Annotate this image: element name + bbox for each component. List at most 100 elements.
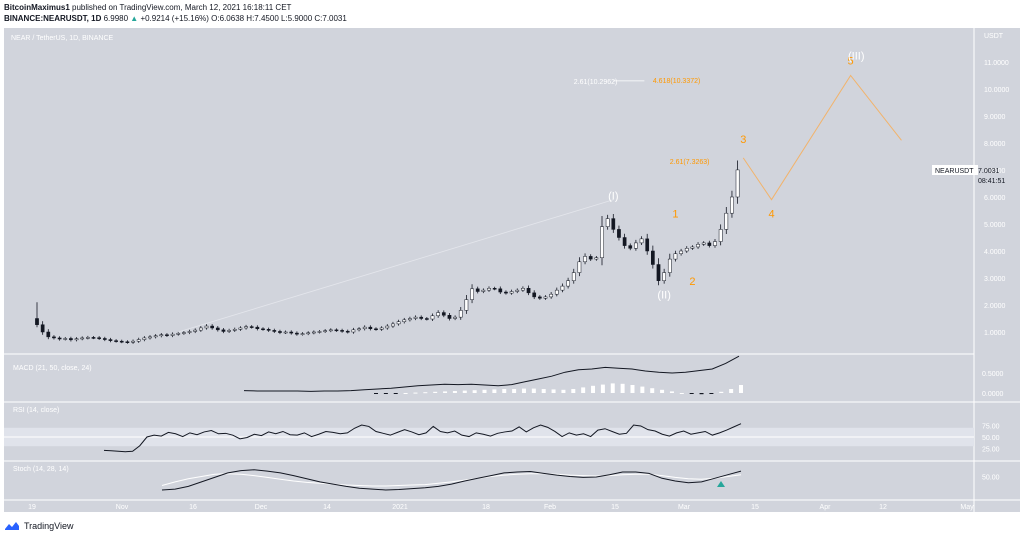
macd-histogram-bar: [472, 390, 477, 393]
candle-body: [108, 339, 113, 341]
candle-body: [549, 293, 553, 298]
stoch-k-line: [161, 469, 742, 491]
candle-body: [176, 333, 181, 335]
candle-body: [408, 318, 412, 321]
candle-body: [622, 237, 627, 246]
footer-brand[interactable]: TradingView: [24, 521, 74, 531]
candle-body: [35, 318, 39, 325]
candle-body: [701, 242, 706, 245]
macd-histogram-bar: [502, 389, 507, 393]
price-chart[interactable]: NEAR / TetherUS, 1D, BINANCE MACD (21, 5…: [4, 28, 1020, 512]
candle-body: [170, 333, 175, 336]
candle-body: [182, 332, 186, 334]
candle-body: [46, 331, 51, 338]
time-axis[interactable]: 19 Nov 16 Dec 14 2021 18 Feb 15 Mar 15 Apr 12 May: [28, 504, 974, 511]
rsi-pane: 75.00 50.00 25.00: [103, 423, 1000, 454]
fib-label: 4.618(10.3372): [653, 78, 700, 85]
price-tick-label: 7.0000: [984, 168, 1006, 175]
price-axis[interactable]: USDT 1.0000 2.0000 3.0000 4.0000 5.0000 6.0000…: [984, 33, 1009, 337]
candle-body: [125, 341, 130, 343]
wave-label: (I): [608, 191, 618, 203]
time-tick-label: 19: [28, 504, 36, 511]
candle-body: [504, 291, 508, 294]
wave-label: 1: [672, 208, 678, 220]
candle-body: [594, 257, 599, 260]
price-tick-label: 3.0000: [984, 276, 1006, 283]
candle-body: [374, 328, 378, 331]
candle-body: [566, 280, 570, 287]
price-axis-top-label: USDT: [984, 33, 1004, 40]
macd-line: [243, 355, 740, 392]
candle-body: [119, 340, 124, 343]
candle-body: [617, 229, 621, 238]
candle-body: [323, 330, 327, 332]
macd-histogram-bar: [640, 386, 645, 393]
candle-body: [278, 331, 282, 333]
stoch-tick-label: 50.00: [982, 475, 1000, 482]
candle-body: [232, 329, 237, 331]
candle-body: [249, 326, 254, 328]
candle-body: [328, 329, 333, 332]
macd-histogram-bar: [729, 389, 734, 393]
candle-body: [673, 253, 678, 260]
macd-histogram-bar: [443, 391, 448, 393]
price-tick-label: 10.0000: [984, 87, 1009, 94]
time-tick-label: 2021: [392, 504, 408, 511]
candle-body: [40, 324, 45, 333]
candle-body: [481, 289, 486, 292]
candle-body: [526, 288, 531, 294]
candle-body: [628, 245, 633, 249]
price-tick-label: 9.0000: [984, 114, 1006, 121]
candle-body: [261, 328, 265, 331]
wave-labels: (I) (II) 1 2 3 4 5(III): [608, 50, 864, 301]
candles: [35, 160, 740, 344]
candle-body: [385, 325, 390, 329]
candle-body: [645, 238, 650, 252]
candle-body: [148, 336, 152, 339]
candle-body: [730, 196, 734, 214]
candle-body: [475, 288, 480, 292]
wave-label: 5: [848, 56, 854, 68]
price-tick-label: 1.0000: [984, 330, 1006, 337]
candle-body: [696, 244, 700, 248]
candle-body: [300, 333, 305, 335]
stoch-cross-up-icon: [717, 481, 725, 487]
candle-body: [487, 288, 491, 291]
candle-body: [80, 337, 85, 340]
macd-pane: 0.5000 0.0000: [243, 355, 1004, 398]
price-tick-label: 2.0000: [984, 303, 1006, 310]
ohlc-values: O:6.0638 H:7.4500 L:5.9000 C:7.0031: [211, 14, 347, 23]
candle-body: [611, 218, 616, 230]
candle-body: [425, 318, 429, 320]
chart-area[interactable]: NEAR / TetherUS, 1D, BINANCE MACD (21, 5…: [4, 28, 1020, 512]
candle-body: [402, 319, 407, 322]
candle-body: [340, 330, 344, 332]
candle-body: [238, 327, 243, 330]
candle-body: [509, 291, 514, 294]
time-tick-label: 16: [189, 504, 197, 511]
author-name[interactable]: BitcoinMaximus1: [4, 3, 70, 12]
candle-body: [131, 340, 135, 343]
candle-body: [210, 325, 215, 329]
rsi-title: RSI (14, close): [13, 407, 59, 414]
candle-body: [634, 242, 638, 249]
candle-body: [718, 229, 723, 242]
macd-histogram-bar: [383, 393, 388, 394]
chart-title: NEAR / TetherUS, 1D, BINANCE: [11, 35, 114, 42]
candle-body: [684, 248, 689, 252]
time-tick-label: 18: [482, 504, 490, 511]
candle-body: [464, 299, 469, 311]
macd-histogram-bar: [630, 385, 635, 393]
macd-histogram-bar: [581, 387, 586, 393]
time-tick-label: Dec: [255, 504, 268, 511]
macd-histogram-bar: [600, 384, 605, 393]
macd-title: MACD (21, 50, close, 24): [13, 365, 92, 372]
tradingview-logo-icon[interactable]: [4, 521, 20, 531]
candle-body: [656, 264, 661, 281]
candle-body: [724, 212, 729, 230]
macd-histogram-bar: [462, 390, 467, 393]
candle-body: [69, 338, 73, 341]
macd-histogram-bar: [551, 389, 556, 393]
candle-body: [521, 288, 525, 291]
candle-body: [227, 330, 231, 332]
